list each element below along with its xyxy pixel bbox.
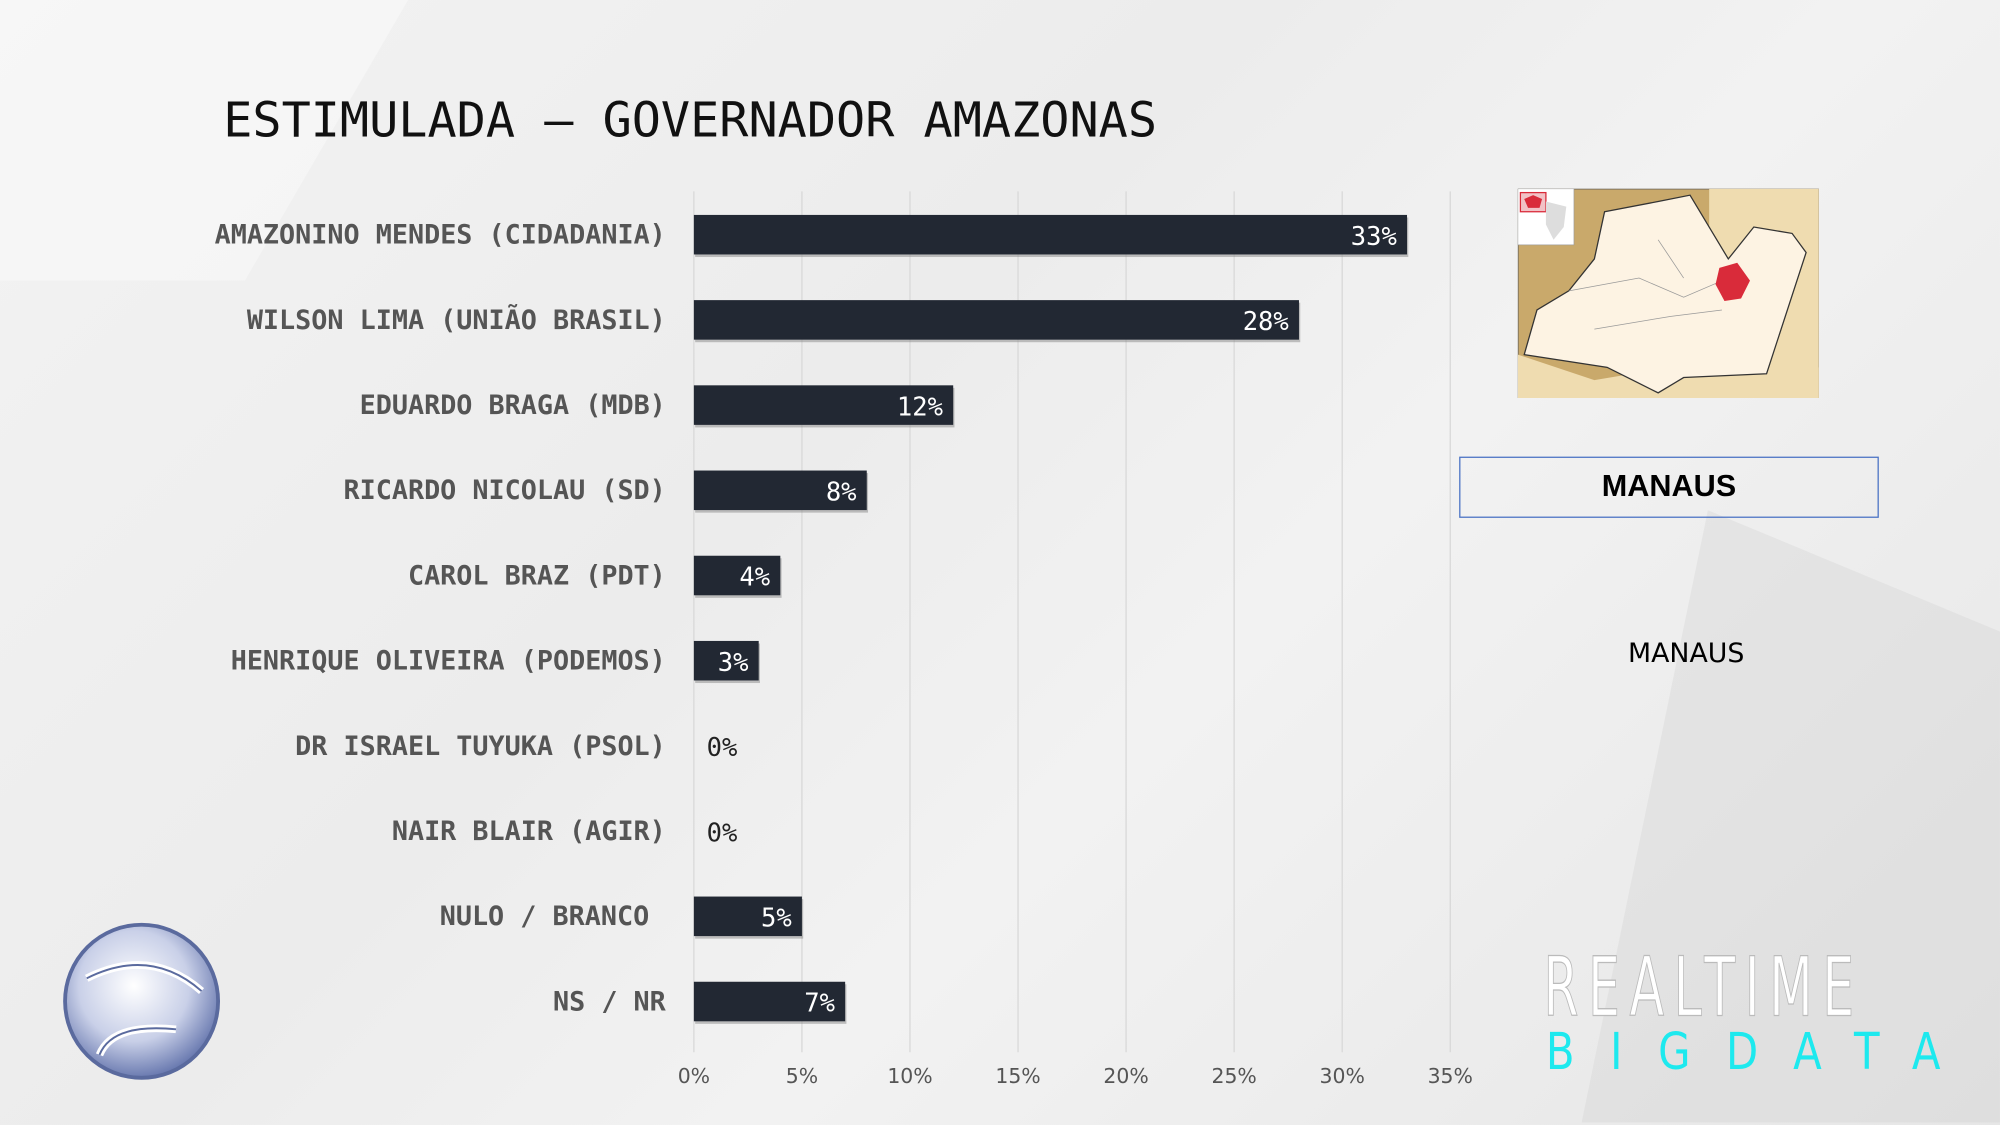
city-label-box: MANAUS — [1459, 456, 1879, 518]
category-label: NS / NR — [553, 986, 667, 1017]
bar — [693, 214, 1408, 255]
x-tick-label: 5% — [786, 1064, 818, 1088]
bar — [693, 981, 846, 1022]
data-label: 8% — [826, 478, 857, 508]
x-tick-label: 10% — [887, 1064, 932, 1088]
category-label: WILSON LIMA (UNIÃO BRASIL) — [247, 304, 666, 336]
data-label: 28% — [1243, 307, 1289, 337]
bar — [693, 385, 954, 425]
category-label: NULO / BRANCO — [440, 901, 650, 932]
data-label: 0% — [707, 733, 738, 763]
category-label: RICARDO NICOLAU (SD) — [344, 475, 666, 506]
category-label: DR ISRAEL TUYUKA (PSOL) — [295, 731, 666, 762]
x-tick-label: 20% — [1103, 1064, 1148, 1088]
category-label: AMAZONINO MENDES (CIDADANIA) — [215, 220, 666, 251]
category-label: CAROL BRAZ (PDT) — [408, 560, 666, 591]
data-label: 3% — [718, 648, 749, 678]
data-label: 12% — [897, 392, 943, 422]
x-tick-label: 15% — [995, 1064, 1040, 1088]
data-label: 5% — [761, 904, 792, 934]
category-label: NAIR BLAIR (AGIR) — [392, 816, 666, 847]
brand-realtime: REALTIME — [1543, 941, 1864, 1037]
page-title: ESTIMULADA – GOVERNADOR AMAZONAS — [223, 91, 1157, 148]
manaus-highlight — [1715, 262, 1750, 302]
bar — [693, 640, 759, 681]
bar — [693, 300, 1299, 340]
bar — [693, 555, 781, 596]
data-label: 0% — [707, 818, 738, 848]
bar — [693, 896, 802, 937]
category-label: HENRIQUE OLIVEIRA (PODEMOS) — [231, 646, 666, 677]
x-tick-label: 35% — [1428, 1064, 1473, 1088]
data-label: 7% — [804, 989, 835, 1019]
x-tick-label: 30% — [1320, 1064, 1365, 1088]
category-label: EDUARDO BRAGA (MDB) — [360, 390, 666, 421]
x-tick-label: 25% — [1211, 1064, 1256, 1088]
data-label: 33% — [1351, 222, 1397, 252]
amazonas-map — [1517, 188, 1819, 398]
bar — [693, 470, 867, 511]
x-tick-label: 0% — [678, 1064, 710, 1088]
city-sublabel: MANAUS — [1627, 637, 1745, 669]
brand-bigdata: BIGDATA — [1545, 1022, 1977, 1082]
record-tv-logo — [63, 922, 221, 1080]
data-label: 4% — [739, 563, 770, 593]
